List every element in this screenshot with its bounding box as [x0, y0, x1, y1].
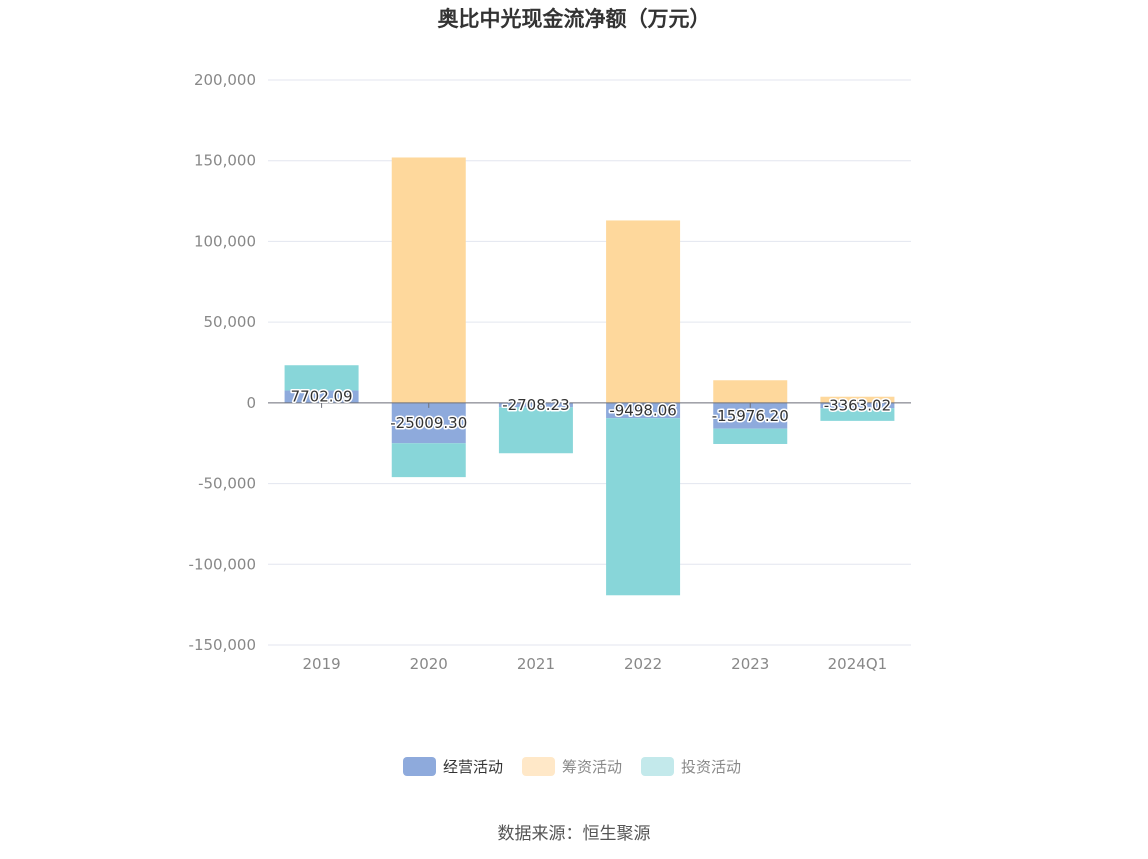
bar-2020-series-0	[391, 402, 466, 444]
data-labels: 7702.09 -25009.30 -2708.23 -9498.06 -15976.2…	[289, 386, 893, 433]
grid-lines	[268, 79, 911, 646]
y-tick-label: -50,000	[198, 475, 256, 493]
data-label: -15976.20	[712, 407, 789, 425]
zero-axis	[268, 402, 911, 408]
legend: 经营活动 筹资活动 投资活动	[403, 757, 741, 776]
y-tick-label: 100,000	[194, 232, 256, 250]
data-source: 数据来源：恒生聚源	[498, 824, 651, 844]
y-tick-label: -100,000	[189, 555, 256, 573]
bars	[284, 157, 895, 596]
chart-title: 奥比中光现金流净额（万元）	[438, 7, 711, 31]
x-tick-label: 2022	[624, 655, 662, 673]
bar-2023-series-2	[713, 428, 788, 444]
bar-2024Q1-series-1	[820, 396, 895, 403]
y-tick-label: -150,000	[189, 636, 256, 654]
bar-2020-series-2	[391, 443, 466, 478]
y-tick-label: 150,000	[194, 152, 256, 170]
data-label: 7702.09	[291, 388, 353, 406]
bar-2020-series-1	[391, 157, 466, 403]
legend-swatch	[522, 757, 555, 776]
bar-2019-series-0	[284, 390, 359, 403]
legend-swatch	[641, 757, 674, 776]
bar-2024Q1-series-2	[820, 408, 895, 421]
y-axis-ticks: 200,000 150,000 100,000 50,000 0 -50,000 -100,…	[189, 71, 256, 654]
data-label: -3363.02	[824, 397, 891, 415]
x-axis-ticks: 2019 2020 2021 2022 2023 2024Q1	[302, 655, 887, 673]
x-tick-label: 2020	[410, 655, 448, 673]
x-tick-label: 2019	[302, 655, 340, 673]
legend-swatch	[403, 757, 436, 776]
y-tick-label: 0	[246, 394, 256, 412]
y-tick-label: 50,000	[204, 313, 257, 331]
legend-label: 筹资活动	[562, 758, 622, 776]
bar-2023-series-1	[713, 380, 788, 403]
bar-2022-series-2	[606, 418, 681, 596]
legend-label: 投资活动	[681, 758, 741, 776]
data-label: -25009.30	[390, 414, 467, 432]
x-tick-label: 2024Q1	[828, 655, 888, 673]
bar-2022-series-1	[606, 220, 681, 403]
bar-2019-series-2	[284, 365, 359, 391]
bar-2022-series-0	[606, 402, 681, 419]
y-tick-label: 200,000	[194, 71, 256, 89]
data-label: -2708.23	[502, 396, 569, 414]
data-label: -9498.06	[609, 402, 676, 420]
x-tick-label: 2021	[517, 655, 555, 673]
x-tick-label: 2023	[731, 655, 769, 673]
legend-label: 经营活动	[443, 758, 503, 776]
bar-2021-series-2	[498, 407, 573, 454]
